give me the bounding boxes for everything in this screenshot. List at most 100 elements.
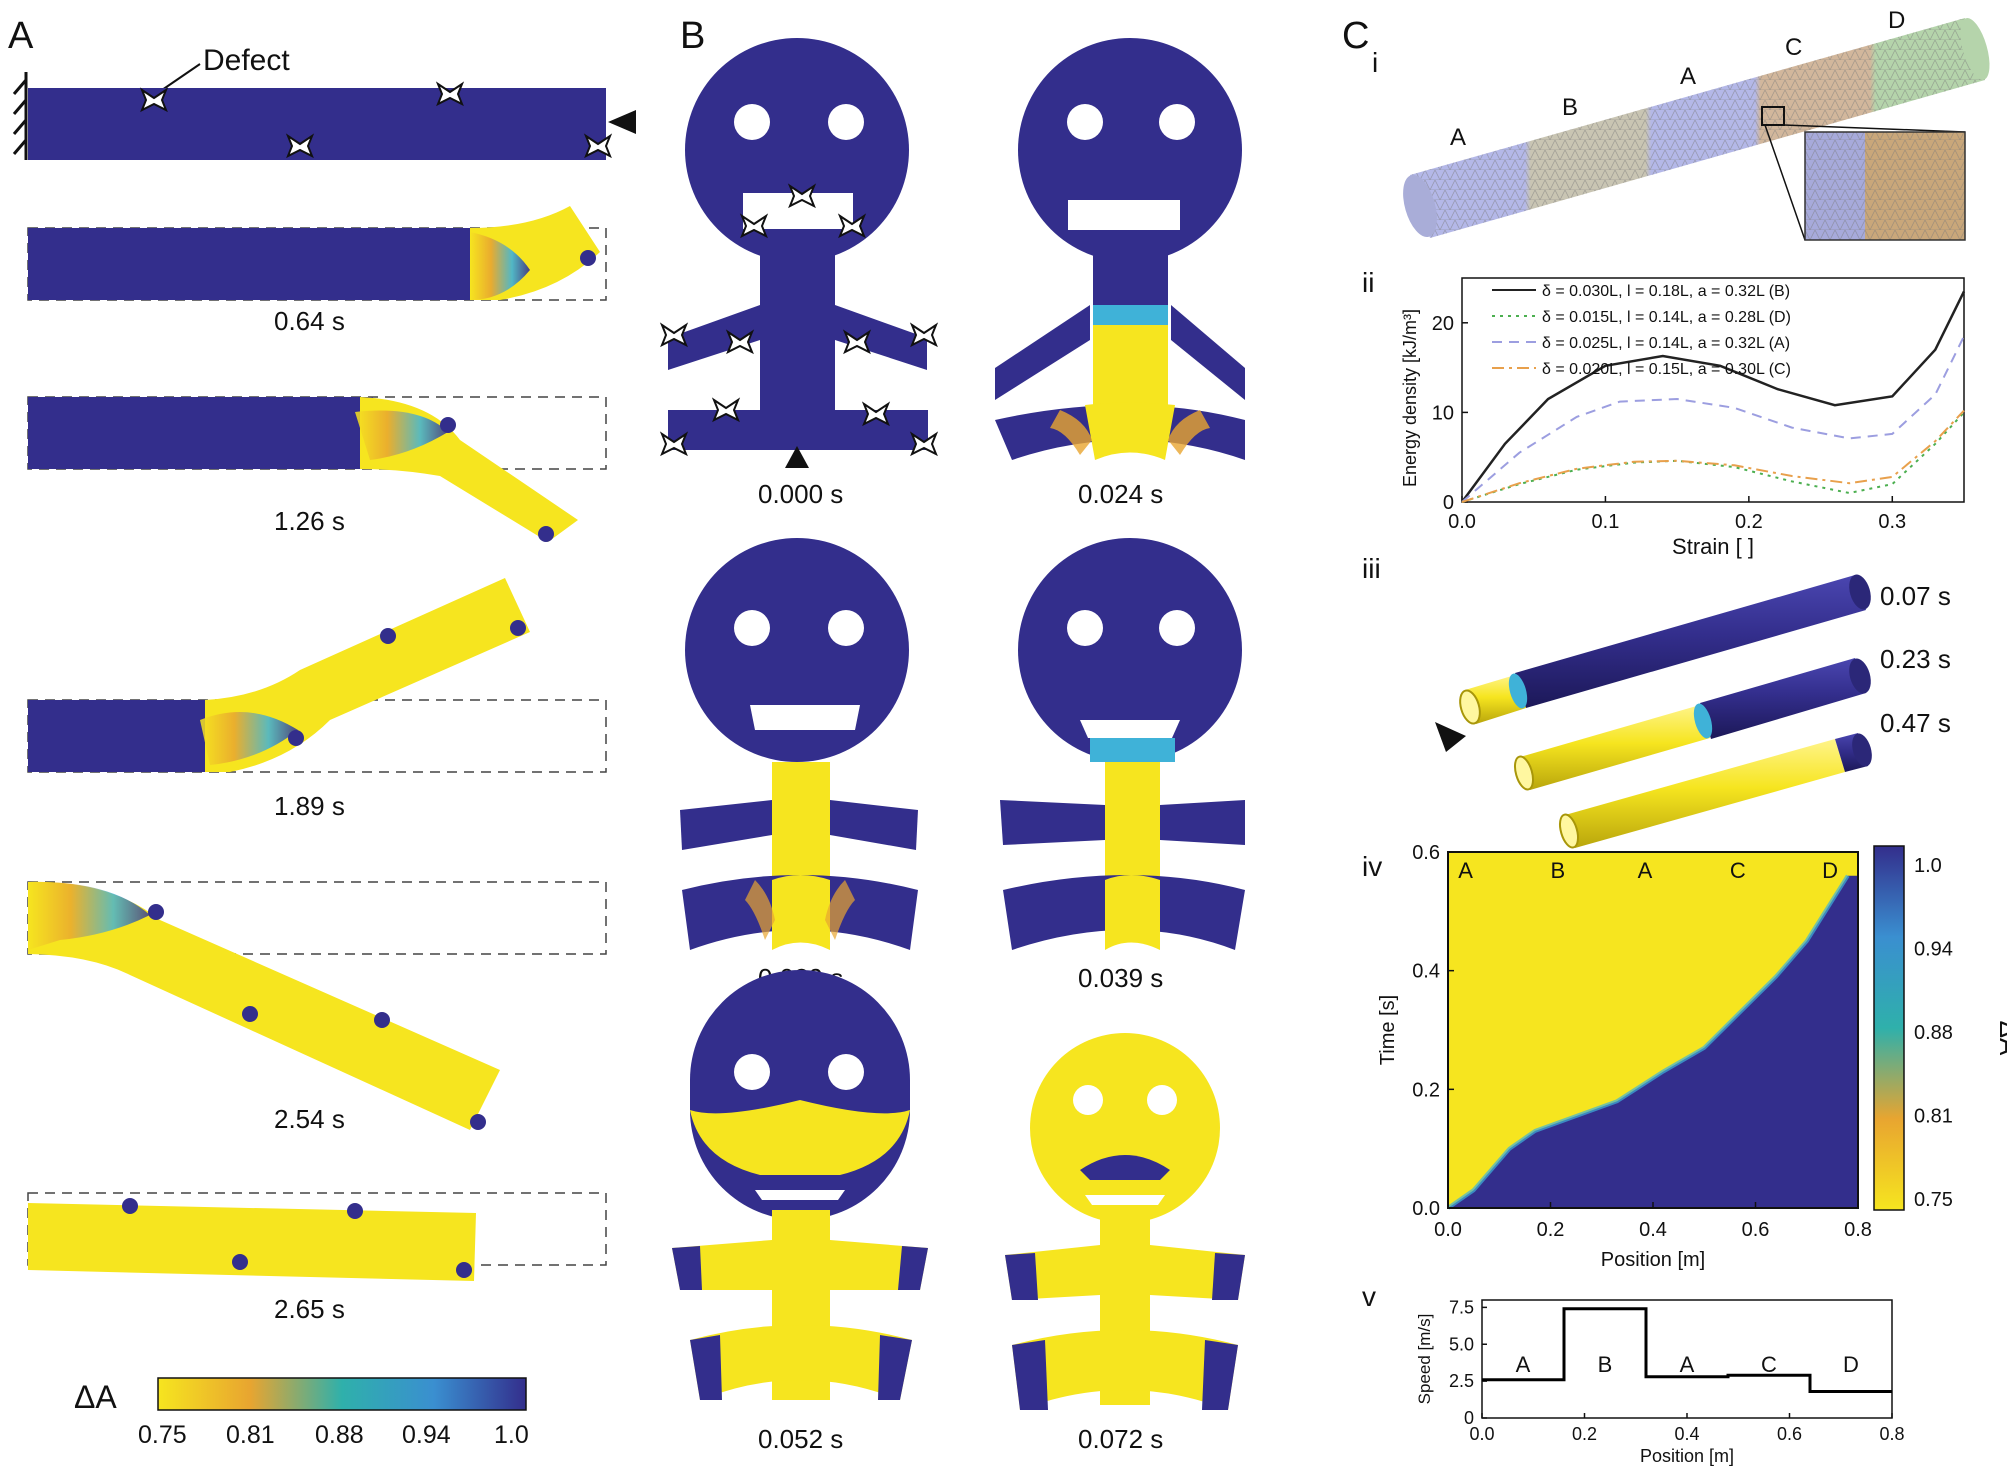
y-tick-label: 0.0	[1412, 1198, 1440, 1220]
panel-a-letter: A	[8, 15, 34, 57]
y-tick-label: 0.6	[1412, 842, 1440, 864]
segment-label: C	[1730, 858, 1746, 883]
segment-label: A	[1680, 1352, 1695, 1377]
beam-frame-3-front	[200, 712, 298, 765]
defect-frame-2-b	[538, 526, 554, 542]
time-b-5: 0.052 s	[758, 1424, 843, 1454]
segment-label: A	[1638, 858, 1653, 883]
defect-frame-3-b	[510, 620, 526, 636]
y-tick-label: 2.5	[1449, 1371, 1474, 1391]
y-tick-label: 10	[1432, 402, 1454, 424]
colorbar-a-tick: 0.94	[402, 1421, 451, 1449]
zoom-box	[1761, 106, 1785, 126]
y-tick-label: 0	[1464, 1408, 1474, 1428]
robot-figure-4	[1000, 538, 1245, 950]
panel-ci-label: i	[1372, 47, 1378, 78]
legend-entry: δ = 0.025L, l = 0.14L, a = 0.32L (A)	[1542, 335, 1790, 352]
panel-c-letter: C	[1342, 15, 1369, 57]
x-tick-label: 0.2	[1735, 511, 1763, 533]
segment-label: A	[1516, 1352, 1531, 1377]
time-a-1: 0.64 s	[274, 306, 345, 336]
tube-times: 0.07 s 0.23 s 0.47 s	[1880, 581, 1951, 738]
defect-frame-5-b	[347, 1203, 363, 1219]
defect-frame-4-a	[148, 904, 164, 920]
defect-frame-3-c	[288, 730, 304, 746]
x-tick-label: 0.6	[1777, 1424, 1802, 1444]
time-a-5: 2.65 s	[274, 1294, 345, 1324]
beam-frame-3-blue	[28, 700, 218, 772]
x-tick-label: 0.0	[1434, 1219, 1462, 1241]
heatmap-blue-region	[1448, 875, 1858, 1208]
beam-frame-1-blue	[28, 228, 478, 300]
colorbar-v	[1873, 845, 1905, 1211]
segment-label: C	[1761, 1352, 1777, 1377]
x-axis-label: Position [m]	[1640, 1446, 1734, 1466]
defect-frame-5-c	[232, 1254, 248, 1270]
front-heatmap: 0.0 0.2 0.4 0.6 0.8 0.0 0.2 0.4 0.6 A B A C D Position…	[1377, 842, 2007, 1271]
tube-2	[1513, 658, 1871, 791]
y-tick-label: 20	[1432, 313, 1454, 335]
x-tick-label: 0.2	[1572, 1424, 1597, 1444]
legend-entry: δ = 0.015L, l = 0.14L, a = 0.28L (D)	[1542, 309, 1791, 326]
speed-chart: 0.0 0.2 0.4 0.6 0.8 0 2.5 5.0 7.5 A B A C D Position […	[1415, 1297, 1905, 1466]
colorbar-tick-label: 1.0	[1914, 855, 1942, 877]
x-tick-label: 0.1	[1592, 511, 1620, 533]
x-axis-label: Strain [ ]	[1672, 534, 1754, 559]
tube-time: 0.47 s	[1880, 708, 1951, 738]
defect-frame-5-a	[122, 1198, 138, 1214]
x-axis-label: Position [m]	[1601, 1249, 1705, 1271]
y-tick-label: 5.0	[1449, 1334, 1474, 1354]
x-tick-label: 0.2	[1537, 1219, 1565, 1241]
robot-figure-3	[680, 538, 918, 950]
defect-frame-4-b	[242, 1006, 258, 1022]
colorbar-a-tick: 0.81	[226, 1421, 275, 1449]
segment-label: D	[1888, 7, 1905, 34]
colorbar-tick-label: 0.94	[1914, 939, 1953, 961]
beam-frame-5	[28, 1203, 476, 1281]
panel-ciii-label: iii	[1362, 553, 1381, 584]
segment-label: A	[1458, 858, 1473, 883]
robot-figure-5	[672, 970, 928, 1400]
legend-entry: δ = 0.030L, l = 0.18L, a = 0.32L (B)	[1542, 283, 1790, 300]
time-a-2: 1.26 s	[274, 506, 345, 536]
segment-label: D	[1822, 858, 1838, 883]
segment-label: B	[1598, 1352, 1613, 1377]
zoom-inset	[1804, 131, 1966, 241]
segment-label: C	[1785, 34, 1802, 61]
load-arrow-a	[608, 110, 636, 134]
colorbar-a-tick: 0.88	[315, 1421, 364, 1449]
lattice-tube	[1403, 18, 1990, 238]
y-axis-label: Speed [m/s]	[1415, 1314, 1434, 1405]
zoom-line	[1764, 124, 1806, 241]
speed-line	[1482, 1307, 1892, 1393]
robot-figure-2	[995, 38, 1245, 460]
beam-frame-2-front	[355, 410, 448, 460]
tube-3	[1558, 733, 1872, 849]
panel-cii-label: ii	[1362, 267, 1374, 298]
x-tick-label: 0.0	[1469, 1424, 1494, 1444]
robot-figure-1	[659, 38, 939, 468]
segment-label: A	[1680, 63, 1696, 90]
series-line	[1461, 409, 1965, 503]
y-tick-label: 0.4	[1412, 961, 1440, 983]
defect-markers-a	[139, 81, 613, 159]
load-arrow-c	[1435, 722, 1466, 752]
y-tick-label: 0	[1443, 492, 1454, 514]
beam-frame-4-bent	[28, 881, 500, 1130]
tube-time: 0.07 s	[1880, 581, 1951, 611]
defect-pointer	[161, 63, 201, 91]
beam-frame-4-front	[28, 881, 150, 950]
colorbar-a-label: ΔA	[74, 1379, 117, 1415]
colorbar-tick-label: 0.81	[1914, 1106, 1953, 1128]
colorbar-tick-label: 0.88	[1914, 1022, 1953, 1044]
legend-entry: δ = 0.020L, l = 0.15L, a = 0.30L (C)	[1542, 361, 1791, 378]
time-a-3: 1.89 s	[274, 791, 345, 821]
segment-label: A	[1450, 124, 1466, 151]
time-b-4: 0.039 s	[1078, 963, 1163, 993]
defect-frame-2-a	[440, 417, 456, 433]
series-line	[1461, 335, 1965, 503]
colorbar-a-tick: 0.75	[138, 1421, 187, 1449]
segment-labels-i: A B A C D	[1450, 7, 1905, 151]
colorbar-a	[157, 1377, 527, 1411]
